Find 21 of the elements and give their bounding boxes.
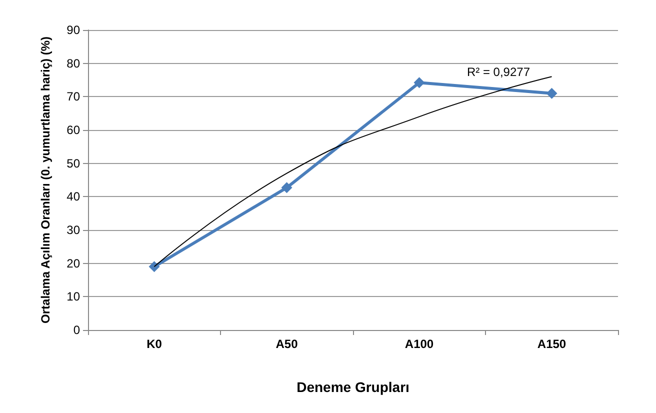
annotation: R² = 0,9277 — [466, 65, 530, 79]
y-tick-label: 70 — [66, 90, 80, 104]
x-tick-label: A50 — [276, 337, 298, 351]
point — [281, 182, 292, 194]
y-tick-label: 30 — [66, 223, 80, 237]
y-tick-label: 20 — [66, 256, 80, 270]
point — [546, 88, 558, 99]
x-tick-label: A150 — [537, 337, 566, 351]
y-tick-label: 0 — [73, 323, 80, 337]
y-tick-label: 60 — [66, 123, 80, 137]
x-tick-label: A100 — [404, 337, 434, 351]
y-tick-label: 40 — [66, 190, 80, 204]
y-tick-label: 90 — [66, 23, 80, 37]
x-tick-label: K0 — [146, 337, 162, 351]
y-tick-label: 50 — [66, 156, 80, 170]
y-tick-label: 80 — [66, 56, 80, 70]
point — [148, 261, 160, 272]
y-tick-label: 10 — [66, 290, 80, 304]
x-axis-title: Deneme Grupları — [296, 379, 410, 395]
y-axis-title: Ortalama Açılım Oranları (0. yumurtlama hariç) (%) — [38, 36, 52, 324]
point — [414, 77, 425, 88]
